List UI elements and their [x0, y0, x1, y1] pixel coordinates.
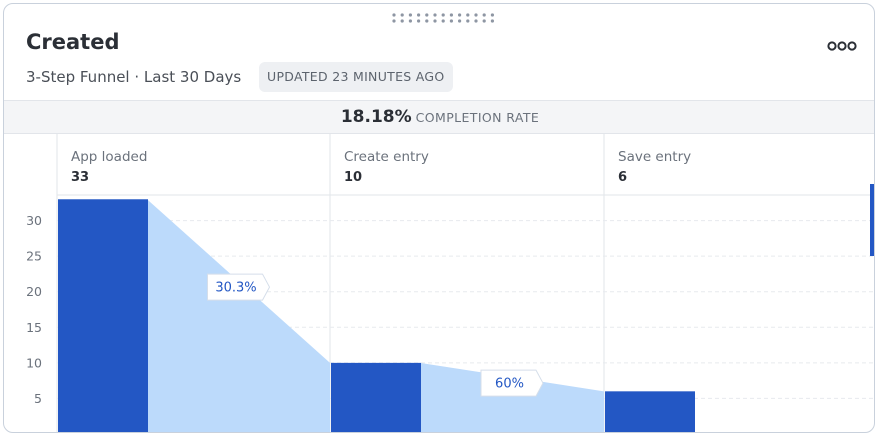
funnel-chart: 5 10 15 20 25 30 App loaded 33 Create entry 10 Sav…	[26, 134, 874, 432]
funnel-connector	[147, 199, 330, 432]
step-count-label: 33	[71, 170, 89, 185]
completion-rate-label: COMPLETION RATE	[415, 110, 540, 125]
funnel-bar	[58, 199, 148, 432]
updated-badge: UPDATED 23 MINUTES AGO	[259, 62, 453, 92]
completion-rate-value: 18.18%	[340, 107, 412, 127]
step-name-label: Save entry	[618, 149, 691, 165]
y-tick-label: 10	[26, 355, 42, 370]
conversion-rate-label: 30.3%	[215, 281, 256, 296]
y-tick-label: 15	[26, 320, 42, 335]
card-title: Created	[26, 30, 120, 54]
completion-rate-bar: 18.18% COMPLETION RATE	[4, 100, 874, 134]
conversion-tag	[480, 369, 544, 397]
conversion-tag	[207, 273, 271, 301]
y-tick-label: 20	[26, 284, 42, 299]
scroll-indicator[interactable]	[870, 184, 874, 256]
y-tick-label: 25	[26, 249, 42, 264]
step-count-label: 6	[618, 170, 627, 185]
step-name-label: Create entry	[344, 149, 429, 165]
more-options-icon[interactable]	[826, 38, 858, 52]
funnel-bar	[331, 362, 421, 432]
y-tick-label: 30	[26, 213, 42, 228]
drag-handle-icon[interactable]	[390, 11, 500, 27]
funnel-bar	[605, 391, 695, 432]
card-subtitle: 3-Step Funnel · Last 30 Days	[26, 68, 242, 86]
funnel-card: Created 3-Step Funnel · Last 30 Days UPD…	[3, 3, 875, 433]
funnel-connector	[420, 362, 604, 432]
conversion-rate-label: 60%	[495, 377, 524, 392]
step-name-label: App loaded	[71, 149, 147, 165]
y-tick-label: 5	[34, 391, 42, 406]
step-count-label: 10	[344, 170, 362, 185]
